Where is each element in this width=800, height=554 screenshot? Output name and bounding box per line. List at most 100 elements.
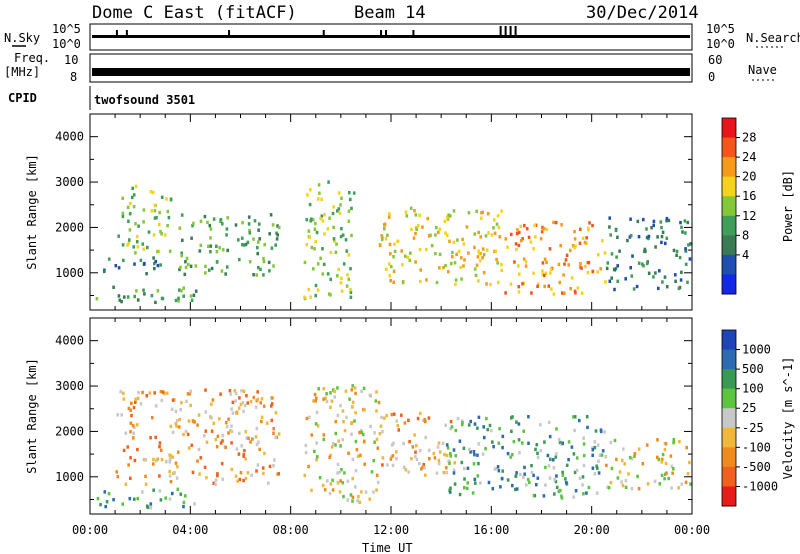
power-cell <box>660 225 663 230</box>
power-cell <box>257 240 260 244</box>
velocity-cell <box>560 496 564 500</box>
power-cell <box>256 245 259 250</box>
velocity-cell <box>242 409 245 413</box>
velocity-cell <box>336 386 339 390</box>
power-cell <box>560 223 563 227</box>
velocity-cell <box>158 445 161 449</box>
power-cell <box>221 222 224 226</box>
velocity-cell <box>249 440 252 444</box>
power-cell <box>102 269 106 274</box>
velocity-cell <box>330 445 334 449</box>
power-cell <box>548 271 552 275</box>
velocity-cell <box>240 389 243 393</box>
velocity-cell <box>331 388 335 392</box>
velocity-cell <box>347 451 350 455</box>
velocity-cell <box>160 458 164 462</box>
velocity-cell <box>337 439 340 443</box>
power-cell <box>168 249 172 253</box>
power-cell <box>624 277 627 281</box>
velocity-cell <box>246 401 250 405</box>
velocity-cell <box>354 469 358 473</box>
velocity-cell <box>171 430 175 435</box>
velocity-cell <box>476 453 479 457</box>
power-cell <box>492 226 495 230</box>
velocity-cell <box>161 390 165 394</box>
velocity-cell <box>129 430 132 434</box>
velocity-cell <box>336 413 340 418</box>
colorbar-frame <box>721 329 737 507</box>
velocity-cell <box>423 418 427 422</box>
power-cell <box>328 216 331 220</box>
velocity-cell <box>549 457 552 461</box>
velocity-cell <box>476 474 480 478</box>
velocity-cell <box>339 479 342 483</box>
velocity-cell <box>605 463 608 468</box>
velocity-cell <box>672 437 676 442</box>
freq-panel: Freq. [MHz] 10 8 60 0 Nave <box>4 51 777 84</box>
power-cell <box>275 237 279 241</box>
velocity-cell <box>242 389 246 394</box>
velocity-cell <box>254 405 258 409</box>
power-cell <box>444 231 447 235</box>
velocity-cell <box>395 456 398 461</box>
power-cell <box>240 236 244 240</box>
power-cell <box>383 222 387 226</box>
velocity-cell <box>244 430 247 434</box>
velocity-cell <box>449 452 452 456</box>
power-cell <box>321 219 325 223</box>
velocity-cell <box>466 481 469 485</box>
velocity-cell <box>346 479 350 483</box>
power-cell <box>142 247 145 251</box>
power-cell <box>419 279 422 284</box>
power-cell <box>248 260 252 264</box>
power-cell <box>559 243 562 248</box>
velocity-cell <box>473 453 476 457</box>
power-cell <box>338 211 342 215</box>
velocity-cell <box>184 494 187 498</box>
velocity-cell <box>620 458 624 463</box>
velocity-cell <box>369 424 372 429</box>
power-cell <box>580 266 583 270</box>
power-cell <box>310 245 314 250</box>
power-cell <box>515 231 519 236</box>
power-cell <box>112 285 115 289</box>
power-cell <box>403 254 407 258</box>
power-cell <box>478 259 482 263</box>
velocity-cell <box>115 470 118 474</box>
velocity-cell <box>395 419 398 423</box>
power-cell <box>329 250 333 255</box>
power-cell <box>454 282 457 287</box>
velocity-cell <box>158 441 162 445</box>
velocity-cell <box>363 408 366 412</box>
velocity-cell <box>216 474 219 478</box>
velocity-cell <box>134 400 137 404</box>
velocity-cell <box>321 483 325 488</box>
velocity-cell <box>591 446 594 450</box>
velocity-cell <box>122 448 126 453</box>
velocity-cell <box>360 389 363 393</box>
power-cell <box>591 223 594 228</box>
power-cell <box>498 235 502 239</box>
power-cell <box>414 225 418 230</box>
power-cell <box>497 280 500 285</box>
x-tick-label: 00:00 <box>674 523 710 537</box>
velocity-cell <box>497 469 501 473</box>
power-cell <box>412 236 416 240</box>
power-cell <box>652 275 655 279</box>
power-cell <box>684 231 687 235</box>
velocity-cell <box>149 436 152 440</box>
y-tick-label: 1000 <box>55 266 84 280</box>
velocity-cell <box>180 401 183 405</box>
power-cell <box>226 216 229 220</box>
velocity-cell <box>346 498 350 502</box>
power-cell <box>225 265 229 269</box>
power-cell <box>350 233 353 238</box>
power-cell <box>150 209 153 213</box>
power-cell <box>276 233 279 237</box>
power-cell <box>518 272 521 276</box>
power-cell <box>552 220 555 225</box>
freq-trace <box>92 68 690 76</box>
velocity-cell <box>493 467 497 471</box>
velocity-cell <box>604 455 608 459</box>
velocity-cell <box>543 440 546 444</box>
